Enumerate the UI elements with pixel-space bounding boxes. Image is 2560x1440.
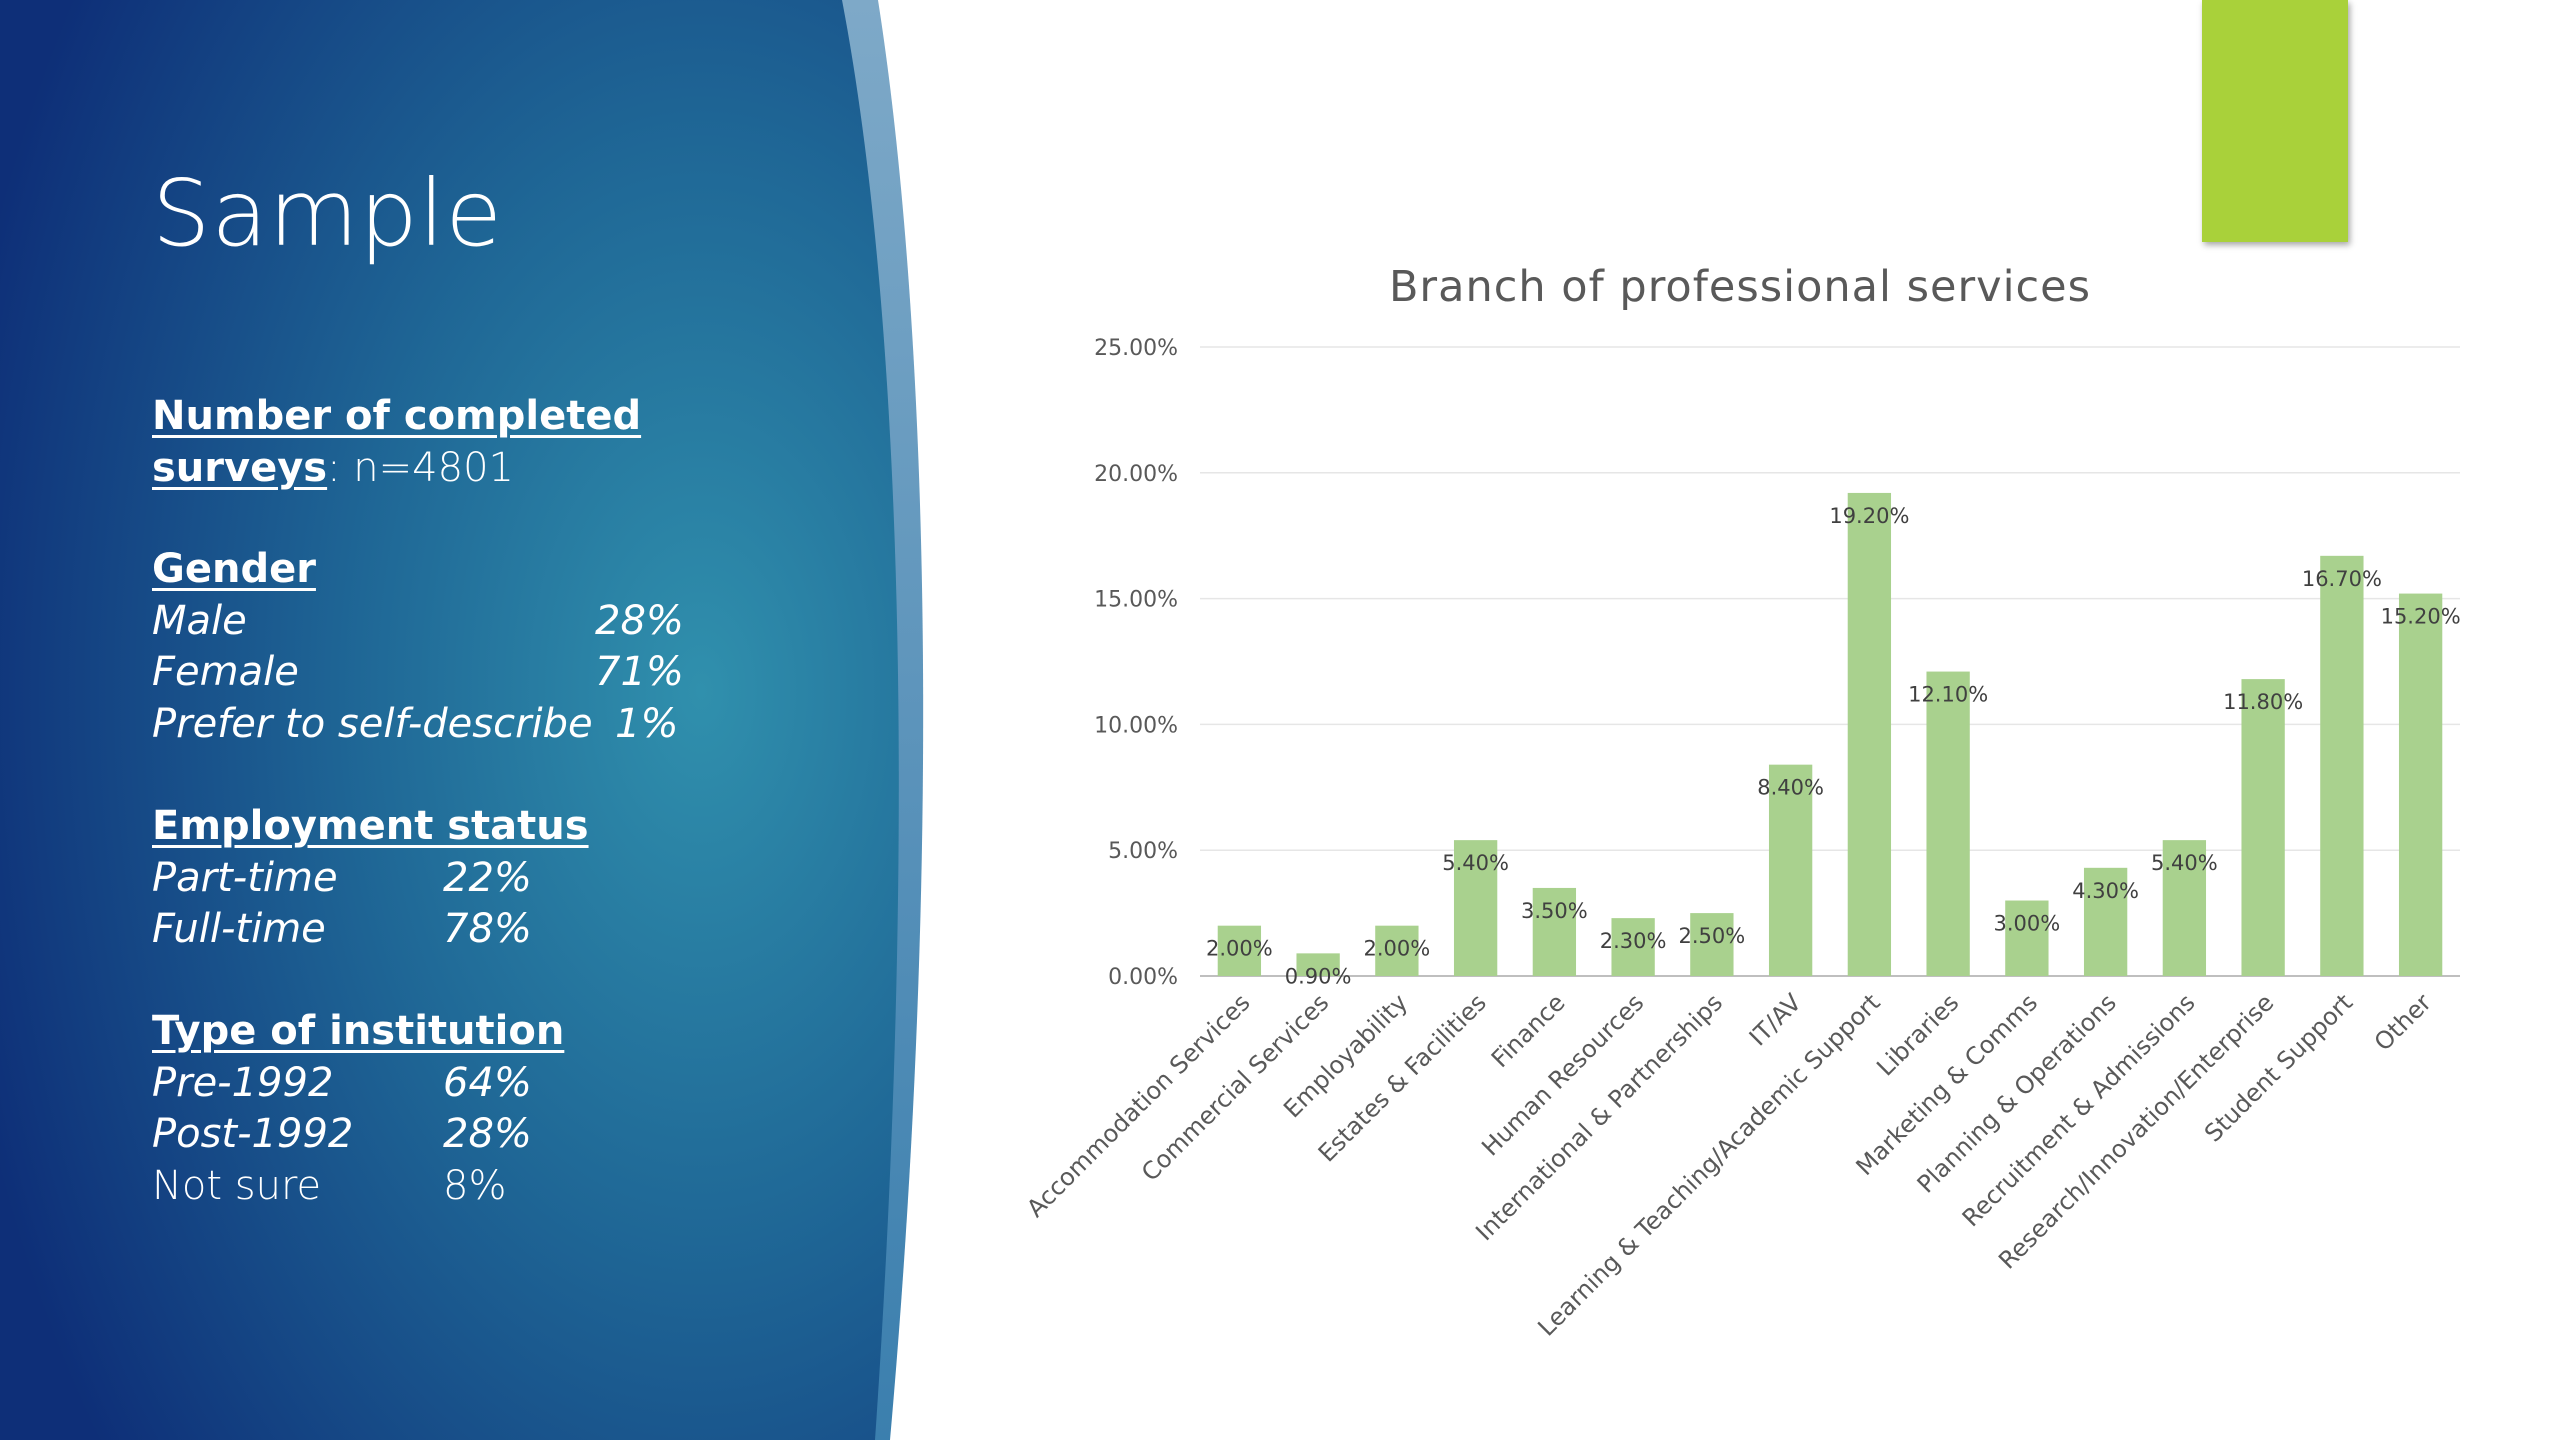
y-tick-label: 0.00%: [1108, 965, 1178, 990]
data-label: 3.50%: [1521, 899, 1588, 923]
bar: [2083, 867, 2128, 976]
bar: [1453, 840, 1498, 976]
data-label: 11.80%: [2223, 690, 2303, 714]
employment-heading-text: Employment status: [152, 803, 589, 849]
employment-heading: Employment status: [152, 800, 589, 852]
bar: [1296, 953, 1340, 976]
data-label: 15.20%: [2381, 605, 2461, 629]
gender-value: 28%: [595, 598, 684, 644]
employment-row-part-time: Part-time 22%: [152, 852, 552, 904]
data-label: 3.00%: [1994, 912, 2061, 936]
bar: [1847, 492, 1892, 976]
y-tick-label: 15.00%: [1094, 588, 1178, 613]
data-label: 4.30%: [2072, 879, 2139, 903]
gender-row-male: Male 28%: [152, 595, 692, 647]
institution-heading-text: Type of institution: [152, 1008, 565, 1054]
gender-value: 1%: [615, 701, 679, 747]
bar: [2398, 593, 2443, 976]
bar: [1926, 671, 1970, 976]
employment-value: 78%: [443, 906, 532, 952]
bar: [1217, 925, 1262, 976]
y-tick-label: 20.00%: [1094, 462, 1178, 487]
gender-heading-text: Gender: [152, 546, 316, 592]
gender-row-self-describe: Prefer to self-describe 1%: [152, 698, 692, 750]
surveys-count: : n=4801: [327, 445, 514, 491]
gender-value: 71%: [595, 649, 684, 695]
data-label: 2.00%: [1206, 937, 1273, 961]
chart-bars: [1217, 492, 2443, 976]
institution-row-not-sure: Not sure 8%: [152, 1160, 552, 1212]
data-label: 12.10%: [1908, 683, 1988, 707]
x-tick-label: Other: [2369, 988, 2437, 1056]
bar: [2162, 840, 2207, 976]
data-label: 2.00%: [1364, 937, 1431, 961]
data-label: 19.20%: [1829, 504, 1909, 528]
surveys-heading-line2: surveys: n=4801: [152, 442, 514, 494]
chart-title: Branch of professional services: [1388, 262, 2092, 312]
surveys-heading-text-2: surveys: [152, 445, 328, 491]
x-tick-label: Student Support: [2199, 988, 2358, 1147]
institution-heading: Type of institution: [152, 1005, 564, 1057]
gender-row-female: Female 71%: [152, 646, 692, 698]
institution-value: 64%: [443, 1060, 532, 1106]
surveys-heading-text: Number of completed: [152, 393, 642, 439]
bar: [1532, 887, 1577, 976]
bar: [1375, 925, 1419, 976]
gender-heading: Gender: [152, 543, 316, 595]
bar: [1690, 913, 1734, 976]
bar: [2241, 679, 2285, 976]
gender-label: Prefer to self-describe: [152, 701, 593, 747]
data-label: 0.90%: [1285, 964, 1352, 988]
bar: [2320, 555, 2364, 976]
institution-label: Post-1992: [152, 1111, 354, 1157]
surveys-heading-line1: Number of completed: [152, 390, 641, 442]
gender-label: Female: [152, 649, 299, 695]
data-label: 16.70%: [2302, 567, 2382, 591]
y-tick-label: 10.00%: [1094, 713, 1178, 738]
data-label: 2.50%: [1679, 924, 1746, 948]
gender-label: Male: [152, 598, 247, 644]
data-label: 5.40%: [2151, 851, 2218, 875]
institution-value: 28%: [443, 1111, 532, 1157]
employment-label: Full-time: [152, 906, 326, 952]
y-tick-label: 5.00%: [1108, 839, 1178, 864]
accent-rectangle: [2202, 0, 2348, 242]
institution-row-post1992: Post-1992 28%: [152, 1108, 552, 1160]
x-tick-label: IT/AV: [1744, 988, 1807, 1051]
x-tick-label: Research/Innovation/Enterprise: [1993, 988, 2279, 1274]
bar: [1611, 918, 1655, 976]
institution-value: 8%: [443, 1163, 507, 1209]
data-label: 5.40%: [1442, 851, 1509, 875]
employment-value: 22%: [443, 855, 532, 901]
institution-label: Pre-1992: [152, 1060, 334, 1106]
bar: [2005, 900, 2049, 976]
y-tick-label: 25.00%: [1094, 336, 1178, 361]
chart-y-axis: 0.00% 5.00% 10.00% 15.00% 20.00% 25.00%: [1094, 336, 1178, 990]
employment-label: Part-time: [152, 855, 338, 901]
institution-row-pre1992: Pre-1992 64%: [152, 1057, 552, 1109]
bar: [1768, 764, 1813, 976]
data-label: 8.40%: [1757, 776, 1824, 800]
employment-row-full-time: Full-time 78%: [152, 903, 552, 955]
chart-data-labels: 2.00% 0.90% 2.00% 5.40% 3.50% 2.30% 2.50% 8.40%…: [1206, 504, 2461, 988]
slide-title: Sample: [152, 160, 503, 267]
institution-label: Not sure: [152, 1163, 322, 1209]
data-label: 2.30%: [1600, 929, 1667, 953]
